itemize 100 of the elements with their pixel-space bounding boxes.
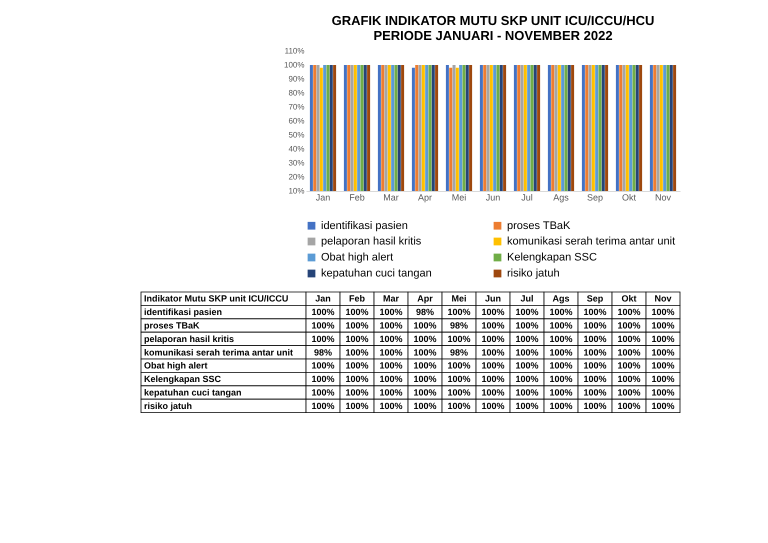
x-tick-label: Jan [316,192,330,202]
data-label: 98% [450,320,468,330]
data-label: 100% [379,307,403,318]
category-label: Mar [382,294,400,304]
data-label: 100% [345,388,369,398]
data-label: 98% [314,347,332,358]
y-tick-label: 30% [288,158,304,168]
x-tick-label: Sep [586,192,604,202]
data-label: 100% [549,400,573,411]
data-label: 100% [447,374,471,384]
data-label: 100% [481,334,505,344]
data-label: 100% [379,347,403,358]
y-tick-label: 80% [288,88,304,98]
data-label: 100% [651,400,675,411]
data-label: 100% [345,400,369,411]
data-label: 100% [379,388,403,398]
text: kepatuhan cuci tangan [144,388,242,398]
data-label: 100% [617,360,641,371]
data-label: 100% [617,320,641,330]
data-label: 100% [583,307,607,318]
data-label: 100% [583,374,607,384]
x-tick-label: Jul [521,192,533,202]
data-label: 100% [549,320,573,330]
text: identifikasi pasien [144,307,222,318]
data-label: 100% [345,307,369,318]
data-label: 100% [379,400,403,411]
x-tick-label: Feb [349,192,365,202]
data-label: 98% [450,347,468,358]
text: komunikasi serah terima antar unit [144,347,294,358]
y-tick-label: 40% [288,144,304,154]
data-label: 98% [416,307,434,318]
data-label: 100% [311,388,335,398]
data-label: 100% [345,320,369,330]
data-label: 100% [413,334,437,344]
data-label: 100% [413,388,437,398]
data-label: 100% [481,347,505,358]
data-label: 100% [583,400,607,411]
x-tick-label: Ags [553,192,570,202]
data-label: 100% [413,360,437,371]
data-label: 100% [515,347,539,358]
data-label: 100% [345,360,369,371]
data-label: 100% [515,307,539,318]
y-tick-label: 50% [288,130,304,140]
data-label: 100% [549,360,573,371]
data-label: 100% [481,360,505,371]
data-label: 100% [651,347,675,358]
data-label: 100% [379,360,403,371]
y-tick-label: 20% [288,172,304,182]
data-label: 100% [311,360,335,371]
text: pelaporan hasil kritis [144,334,234,344]
data-label: 100% [311,334,335,344]
legend-label: Kelengkapan SSC [507,252,597,264]
y-tick-label: 110% [284,46,304,56]
data-label: 100% [583,320,607,330]
legend-label: kepatuhan cuci tangan [321,268,432,280]
data-label: 100% [481,307,505,318]
y-tick-label: 60% [288,116,304,126]
data-label: 100% [447,388,471,398]
data-label: 100% [481,388,505,398]
data-label: 100% [549,388,573,398]
data-label: 100% [617,400,641,411]
data-label: 100% [515,388,539,398]
category-label: Jul [520,294,534,304]
data-label: 100% [549,374,573,384]
category-label: Jan [315,294,331,304]
data-label: 100% [379,334,403,344]
data-label: 100% [651,307,675,318]
data-label: 100% [515,374,539,384]
category-label: Feb [348,294,366,304]
data-label: 100% [617,388,641,398]
category-label: Ags [552,294,570,304]
data-label: 100% [481,320,505,330]
data-label: 100% [549,334,573,344]
data-label: 100% [345,334,369,344]
data-label: 100% [379,320,403,330]
legend-label: risiko jatuh [507,268,560,280]
text: risiko jatuh [144,400,192,411]
text: GRAFIK INDIKATOR MUTU SKP UNIT ICU/ICCU/HCU [332,13,654,28]
data-label: 100% [413,400,437,411]
data-label: 100% [651,320,675,330]
data-label: 100% [549,347,573,358]
category-label: Sep [586,294,604,304]
y-tick-label: 100% [284,60,304,70]
text: Kelengkapan SSC [144,374,222,384]
data-label: 100% [447,360,471,371]
data-label: 100% [515,360,539,371]
category-label: Okt [621,294,637,304]
data-label: 100% [515,400,539,411]
text: PERIODE JANUARI - NOVEMBER 2022 [373,28,613,43]
legend-label: identifikasi pasien [321,220,408,232]
data-label: 100% [583,347,607,358]
legend-label: proses TBaK [507,220,572,232]
data-label: 100% [651,388,675,398]
data-label: 100% [617,347,641,358]
x-tick-label: Jun [486,192,500,202]
category-label: Mei [451,294,467,304]
data-label: 100% [413,320,437,330]
x-tick-label: Apr [418,192,432,202]
data-label: 100% [345,347,369,358]
category-label: Jun [484,294,502,304]
